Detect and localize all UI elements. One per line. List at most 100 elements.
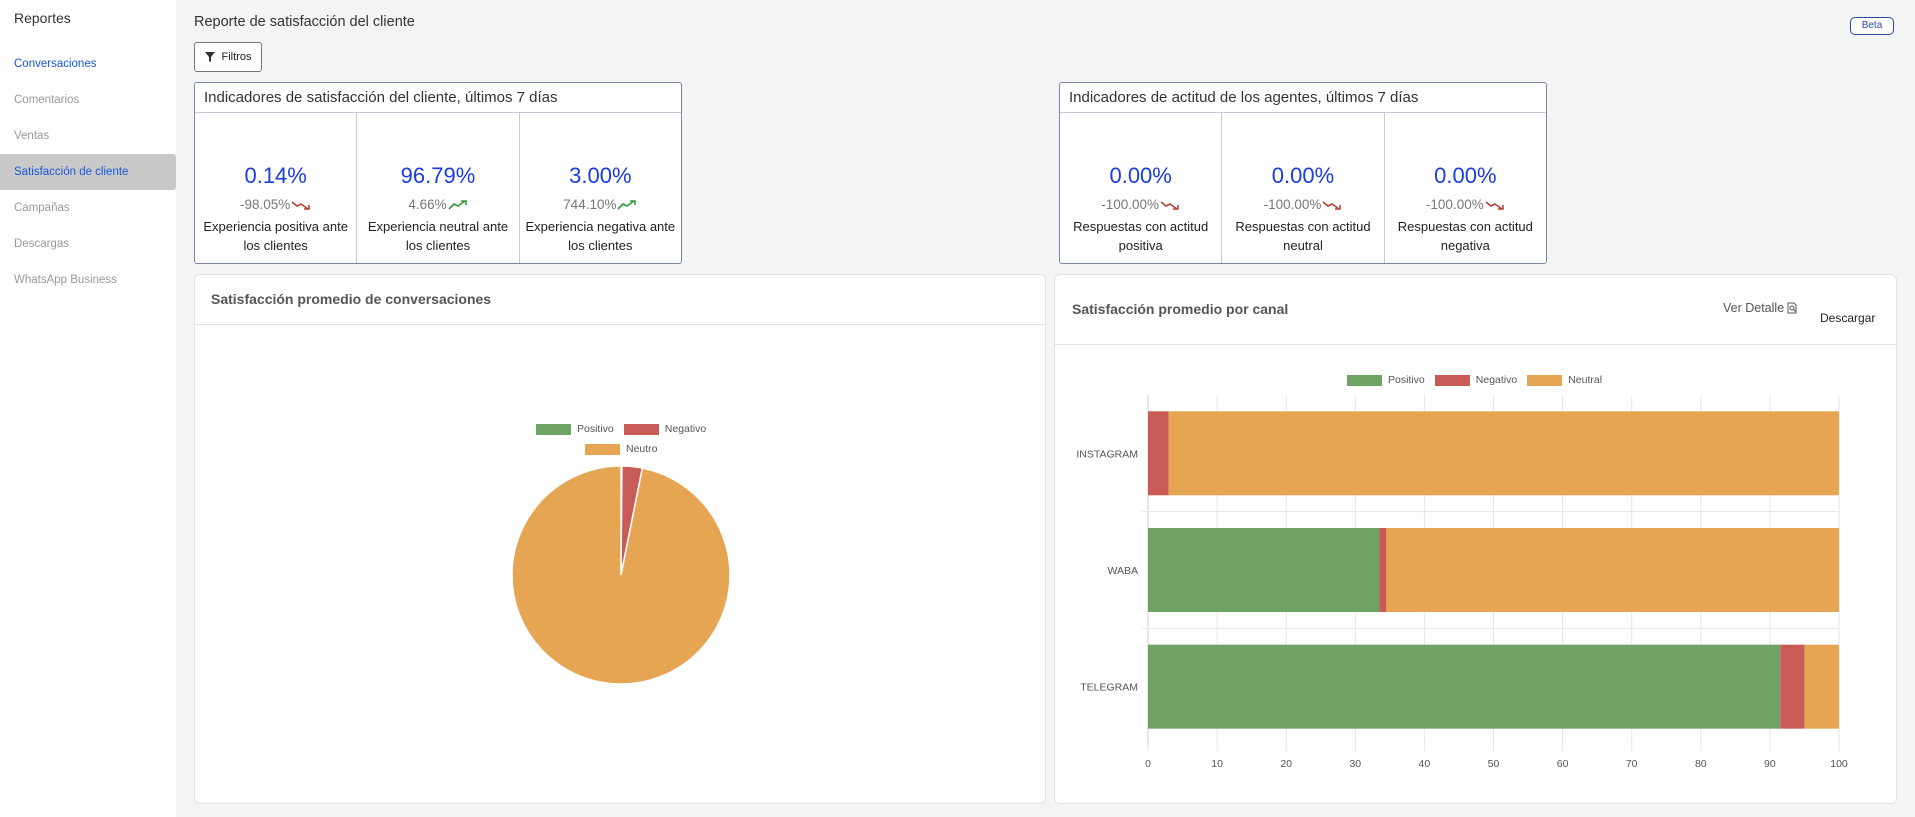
- kpi-change: -100.00%: [1101, 197, 1160, 212]
- kpi-value: 0.00%: [1434, 163, 1497, 188]
- x-tick-label: 40: [1419, 758, 1431, 770]
- x-tick-label: 30: [1349, 758, 1361, 770]
- legend-item-neutral[interactable]: Neutral: [1527, 374, 1602, 386]
- legend-swatch: [623, 423, 659, 435]
- panel-divider: [1055, 344, 1896, 345]
- kpi-neutral-experience: 96.79% 4.66% Experiencia neutral ante lo…: [357, 113, 520, 263]
- x-tick-label: 70: [1626, 758, 1638, 770]
- customer-kpi-card: Indicadores de satisfacción del cliente,…: [194, 82, 682, 264]
- kpi-label: Experiencia positiva ante los clientes: [203, 219, 348, 253]
- legend-label: Positivo: [577, 423, 614, 435]
- panel-divider: [195, 324, 1045, 325]
- legend-label: Neutral: [1568, 374, 1603, 386]
- kpi-value: 0.00%: [1109, 163, 1172, 188]
- sidebar-item-comentarios[interactable]: Comentarios: [14, 94, 80, 106]
- kpi-value: 0.14%: [244, 163, 307, 188]
- ver-detalle-link[interactable]: Ver Detalle: [1723, 301, 1798, 315]
- kpi-value: 96.79%: [400, 163, 476, 188]
- sidebar: Reportes Conversaciones Comentarios Vent…: [0, 0, 176, 817]
- x-tick-label: 90: [1764, 758, 1776, 770]
- bar-waba-positivo[interactable]: [1148, 528, 1380, 612]
- bar-legend: Positivo Negativo Neutral: [1347, 374, 1612, 386]
- x-tick-label: 50: [1488, 758, 1500, 770]
- legend-item-positivo[interactable]: Positivo: [1347, 374, 1425, 386]
- legend-label: Negativo: [664, 423, 707, 435]
- legend-label: Neutro: [626, 443, 658, 455]
- kpi-change: -100.00%: [1425, 197, 1484, 212]
- y-category-label: TELEGRAM: [1080, 682, 1138, 694]
- x-tick-label: 60: [1557, 758, 1569, 770]
- x-tick-label: 0: [1145, 758, 1151, 770]
- legend-item-positivo[interactable]: Positivo: [536, 423, 614, 435]
- legend-label: Negativo: [1475, 374, 1518, 386]
- pie-legend: Positivo Negativo: [536, 423, 716, 435]
- legend-item-neutro[interactable]: Neutro: [585, 443, 658, 455]
- pie-chart: [511, 465, 731, 685]
- legend-swatch: [1434, 374, 1470, 386]
- y-category-label: INSTAGRAM: [1076, 448, 1138, 460]
- filter-button[interactable]: Filtros: [194, 42, 262, 72]
- kpi-change: -100.00%: [1263, 197, 1322, 212]
- sidebar-item-ventas[interactable]: Ventas: [14, 130, 50, 142]
- legend-label: Positivo: [1388, 374, 1425, 386]
- pie-panel-title: Satisfacción promedio de conversaciones: [211, 291, 492, 307]
- bar-waba-neutral[interactable]: [1386, 528, 1839, 612]
- kpi-change: 744.10%: [563, 197, 617, 212]
- kpi-negative-experience: 3.00% 744.10% Experiencia negativa ante …: [520, 113, 681, 263]
- kpi-label: Experiencia neutral ante los clientes: [367, 219, 509, 253]
- bar-chart: 0 10 20 30 40 50 60 70 80 90 100 INSTAGRAM WABA TELEG…: [1076, 395, 1848, 770]
- filter-icon: [204, 52, 215, 62]
- pie-legend-row2: Neutro: [585, 443, 668, 455]
- y-category-label: WABA: [1107, 565, 1138, 577]
- search-document-icon: [1787, 302, 1797, 314]
- kpi-agent-negative: 0.00% -100.00% Respuestas con actitud ne…: [1385, 113, 1546, 263]
- bar-telegram-neutral[interactable]: [1804, 644, 1839, 729]
- x-tick-label: 20: [1280, 758, 1292, 770]
- kpi-label: Respuestas con actitud neutral: [1235, 219, 1371, 253]
- ver-detalle-label: Ver Detalle: [1723, 301, 1785, 315]
- pie-chart-panel: Satisfacción promedio de conversaciones …: [194, 274, 1046, 804]
- trend-down-icon: [1160, 200, 1179, 210]
- kpi-change: 4.66%: [408, 197, 447, 212]
- sidebar-item-satisfaccion[interactable]: Satisfacción de cliente: [0, 154, 176, 190]
- kpi-label: Respuestas con actitud negativa: [1397, 219, 1533, 253]
- bar-telegram-positivo[interactable]: [1148, 644, 1781, 729]
- kpi-label: Respuestas con actitud positiva: [1073, 219, 1209, 253]
- bar-instagram-negativo[interactable]: [1148, 411, 1169, 496]
- trend-down-icon: [1485, 200, 1504, 210]
- trend-up-icon: [617, 199, 637, 210]
- x-tick-label: 10: [1211, 758, 1223, 770]
- sidebar-title: Reportes: [14, 10, 71, 26]
- sidebar-item-descargas[interactable]: Descargas: [14, 238, 69, 250]
- bar-instagram-neutral[interactable]: [1168, 411, 1839, 496]
- sidebar-item-conversaciones[interactable]: Conversaciones: [14, 58, 97, 70]
- kpi-label: Experiencia negativa ante los clientes: [525, 219, 676, 253]
- legend-item-negativo[interactable]: Negativo: [623, 423, 707, 435]
- legend-swatch: [585, 443, 620, 455]
- page-title: Reporte de satisfacción del cliente: [194, 14, 415, 30]
- legend-swatch: [1527, 374, 1563, 386]
- kpi-change: -98.05%: [240, 197, 291, 212]
- bar-waba-negativo[interactable]: [1379, 528, 1387, 612]
- bar-telegram-negativo[interactable]: [1780, 644, 1805, 729]
- trend-down-icon: [1322, 200, 1342, 210]
- beta-badge: Beta: [1850, 17, 1894, 35]
- sidebar-item-whatsapp-business[interactable]: WhatsApp Business: [14, 274, 117, 286]
- bar-chart-panel: Satisfacción promedio por canal Ver Deta…: [1054, 274, 1897, 804]
- x-tick-label: 80: [1695, 758, 1707, 770]
- x-tick-label: 100: [1830, 758, 1848, 770]
- kpi-agent-neutral: 0.00% -100.00% Respuestas con actitud ne…: [1222, 113, 1385, 263]
- trend-down-icon: [291, 200, 311, 210]
- download-button[interactable]: Descargar: [1820, 311, 1876, 325]
- agent-kpi-title: Indicadores de actitud de los agentes, ú…: [1060, 83, 1546, 113]
- kpi-agent-positive: 0.00% -100.00% Respuestas con actitud po…: [1060, 113, 1223, 263]
- kpi-positive-experience: 0.14% -98.05% Experiencia positiva ante …: [195, 113, 358, 263]
- pie-slice-neutro[interactable]: [511, 465, 731, 685]
- agent-kpi-card: Indicadores de actitud de los agentes, ú…: [1059, 82, 1547, 264]
- kpi-value: 0.00%: [1271, 163, 1335, 188]
- legend-item-negativo[interactable]: Negativo: [1434, 374, 1518, 386]
- sidebar-item-campanas[interactable]: Campañas: [14, 202, 70, 214]
- bar-panel-title: Satisfacción promedio por canal: [1072, 301, 1289, 317]
- legend-swatch: [536, 423, 571, 435]
- legend-swatch: [1347, 374, 1382, 386]
